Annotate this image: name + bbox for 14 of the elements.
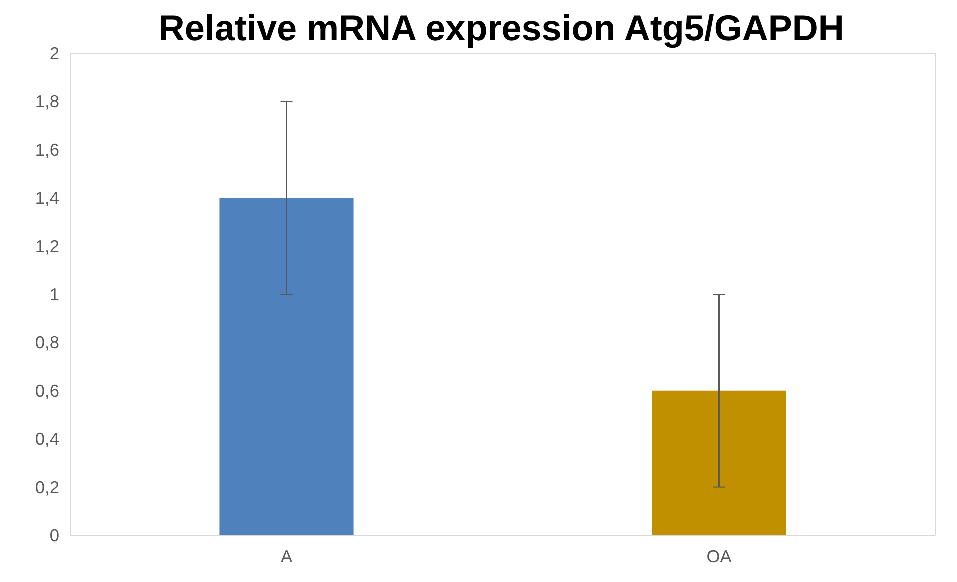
y-tick-label: 1,4 bbox=[35, 188, 60, 208]
y-tick-label: 1,8 bbox=[35, 92, 60, 112]
y-tick-label: 0,8 bbox=[35, 332, 60, 353]
y-tick-label: 1,6 bbox=[35, 140, 60, 160]
chart-title: Relative mRNA expression Atg5/GAPDH bbox=[158, 8, 844, 48]
x-tick-label: OA bbox=[706, 546, 732, 566]
x-tick-label: A bbox=[280, 546, 293, 566]
y-tick-label: 0 bbox=[50, 526, 60, 546]
y-tick-label: 1 bbox=[50, 284, 60, 304]
y-tick-label: 2 bbox=[50, 44, 60, 64]
y-tick-label: 0,4 bbox=[35, 429, 60, 450]
y-tick-label: 0,6 bbox=[35, 380, 60, 401]
y-tick-label: 1,2 bbox=[35, 236, 60, 256]
y-tick-label: 0,2 bbox=[35, 477, 60, 498]
